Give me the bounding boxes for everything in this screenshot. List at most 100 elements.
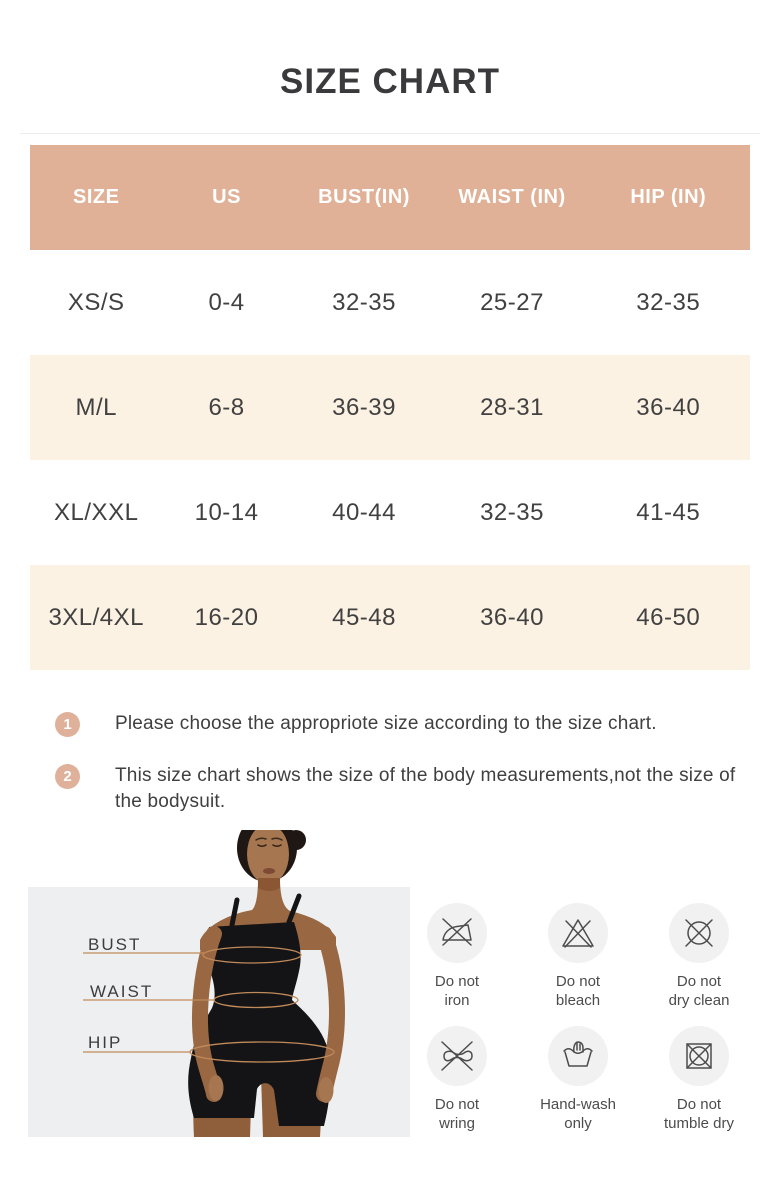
care-label-line: iron — [444, 992, 470, 1009]
hip-label: HIP — [88, 1033, 123, 1052]
size-cell: M/L — [75, 393, 117, 421]
eye — [257, 844, 267, 847]
care-label-line: only — [564, 1115, 592, 1132]
header-cell-hip: HIP (IN) — [630, 186, 707, 208]
do-not-tumble-dry-icon — [686, 1043, 712, 1069]
size-cell: 3XL/4XL — [48, 603, 145, 631]
care-label: Do not bleach — [556, 972, 600, 1010]
hair-bun — [286, 830, 306, 850]
waist-label: WAIST — [90, 982, 154, 1001]
care-item: Do not wring — [404, 1026, 510, 1133]
size-table: SIZE US BUST(IN) WAIST (IN) HIP (IN) XS/… — [30, 145, 750, 670]
care-label: Do not iron — [435, 972, 479, 1010]
care-label: Do not tumble dry — [664, 1095, 734, 1133]
hip-cell: 32-35 — [636, 288, 701, 316]
care-label-line: dry clean — [668, 992, 730, 1009]
care-icon-circle — [548, 903, 608, 963]
care-item: Hand-wash only — [525, 1026, 631, 1133]
table-row: M/L 6-8 36-39 28-31 36-40 — [30, 355, 750, 460]
header-cell-us: US — [212, 186, 241, 208]
care-label: Do not wring — [435, 1095, 479, 1133]
hip-cell: 36-40 — [636, 393, 701, 421]
do-not-dry-clean-icon — [685, 919, 713, 947]
care-icon-circle — [548, 1026, 608, 1086]
page-title: SIZE CHART — [280, 62, 500, 101]
note-text: This size chart shows the size of the bo… — [115, 765, 736, 812]
us-cell: 0-4 — [208, 288, 245, 316]
bust-cell: 32-35 — [332, 288, 396, 316]
hip-cell: 41-45 — [636, 498, 701, 526]
care-label-line: bleach — [555, 992, 601, 1009]
waist-cell: 32-35 — [480, 498, 544, 526]
table-row: XS/S 0-4 32-35 25-27 32-35 — [30, 250, 750, 355]
us-cell: 6-8 — [208, 393, 245, 421]
note-item: 2 This size chart shows the size of the … — [55, 763, 760, 815]
hip-cell: 46-50 — [636, 603, 701, 631]
note-number-badge: 1 — [55, 712, 80, 737]
care-label: Hand-wash only — [540, 1095, 616, 1133]
care-icon-circle — [669, 1026, 729, 1086]
divider — [20, 133, 760, 134]
table-header-row: SIZE US BUST(IN) WAIST (IN) HIP (IN) — [30, 145, 750, 250]
table-row: 3XL/4XL 16-20 45-48 36-40 46-50 — [30, 565, 750, 670]
hand-wash-only-icon — [563, 1041, 593, 1067]
right-arm — [316, 926, 345, 1102]
care-label-line: Do not — [676, 973, 722, 990]
face — [247, 830, 289, 884]
waist-cell: 28-31 — [480, 393, 544, 421]
waist-cell: 36-40 — [480, 603, 544, 631]
eye — [272, 844, 282, 847]
care-row: Do not wring Hand-wash only — [404, 1026, 752, 1133]
note-text: Please choose the appropriote size accor… — [115, 713, 657, 734]
care-item: Do not dry clean — [646, 903, 752, 1010]
hip-measure-ellipse — [189, 1041, 335, 1063]
neck-shadow — [258, 878, 280, 891]
model-photo — [83, 830, 345, 1137]
bodysuit-strap — [229, 897, 240, 928]
bust-cell: 45-48 — [332, 603, 396, 631]
care-instructions: Do not iron Do not bleach — [404, 903, 752, 1133]
table-row: XL/XXL 10-14 40-44 32-35 41-45 — [30, 460, 750, 565]
bust-cell: 40-44 — [332, 498, 396, 526]
care-item: Do not tumble dry — [646, 1026, 752, 1133]
care-label: Do not dry clean — [669, 972, 730, 1010]
lips — [263, 868, 275, 874]
care-row: Do not iron Do not bleach — [404, 903, 752, 1010]
right-hand — [318, 1077, 334, 1103]
waist-cell: 25-27 — [480, 288, 544, 316]
bodysuit — [188, 922, 331, 1126]
bust-cell: 36-39 — [332, 393, 396, 421]
care-item: Do not iron — [404, 903, 510, 1010]
care-item: Do not bleach — [525, 903, 631, 1010]
care-label-line: Hand-wash — [540, 1096, 616, 1113]
do-not-iron-icon — [442, 918, 472, 946]
size-cell: XL/XXL — [54, 498, 139, 526]
note-item: 1 Please choose the appropriote size acc… — [55, 711, 760, 737]
care-icon-circle — [427, 1026, 487, 1086]
do-not-bleach-icon — [562, 919, 594, 948]
do-not-wring-icon — [441, 1041, 473, 1071]
care-label-line: Do not — [676, 1096, 722, 1113]
care-label-line: Do not — [434, 973, 480, 990]
care-label-line: tumble dry — [663, 1115, 735, 1132]
size-cell: XS/S — [67, 288, 125, 316]
eyebrow — [271, 837, 283, 841]
bust-measure-ellipse — [202, 946, 302, 964]
waist-measure-ellipse — [213, 991, 299, 1009]
note-number-badge: 2 — [55, 764, 80, 789]
care-label-line: Do not — [434, 1096, 480, 1113]
eyebrow — [255, 837, 267, 841]
bodysuit-strap — [286, 893, 302, 925]
us-cell: 10-14 — [194, 498, 259, 526]
header-cell-size: SIZE — [73, 186, 120, 208]
us-cell: 16-20 — [194, 603, 259, 631]
bust-label: BUST — [88, 935, 142, 954]
care-label-line: wring — [439, 1115, 475, 1132]
care-icon-circle — [669, 903, 729, 963]
care-icon-circle — [427, 903, 487, 963]
left-hand — [208, 1075, 224, 1101]
header-cell-bust: BUST(IN) — [318, 186, 410, 208]
care-label-line: Do not — [555, 973, 601, 990]
header-cell-waist: WAIST (IN) — [458, 186, 566, 208]
